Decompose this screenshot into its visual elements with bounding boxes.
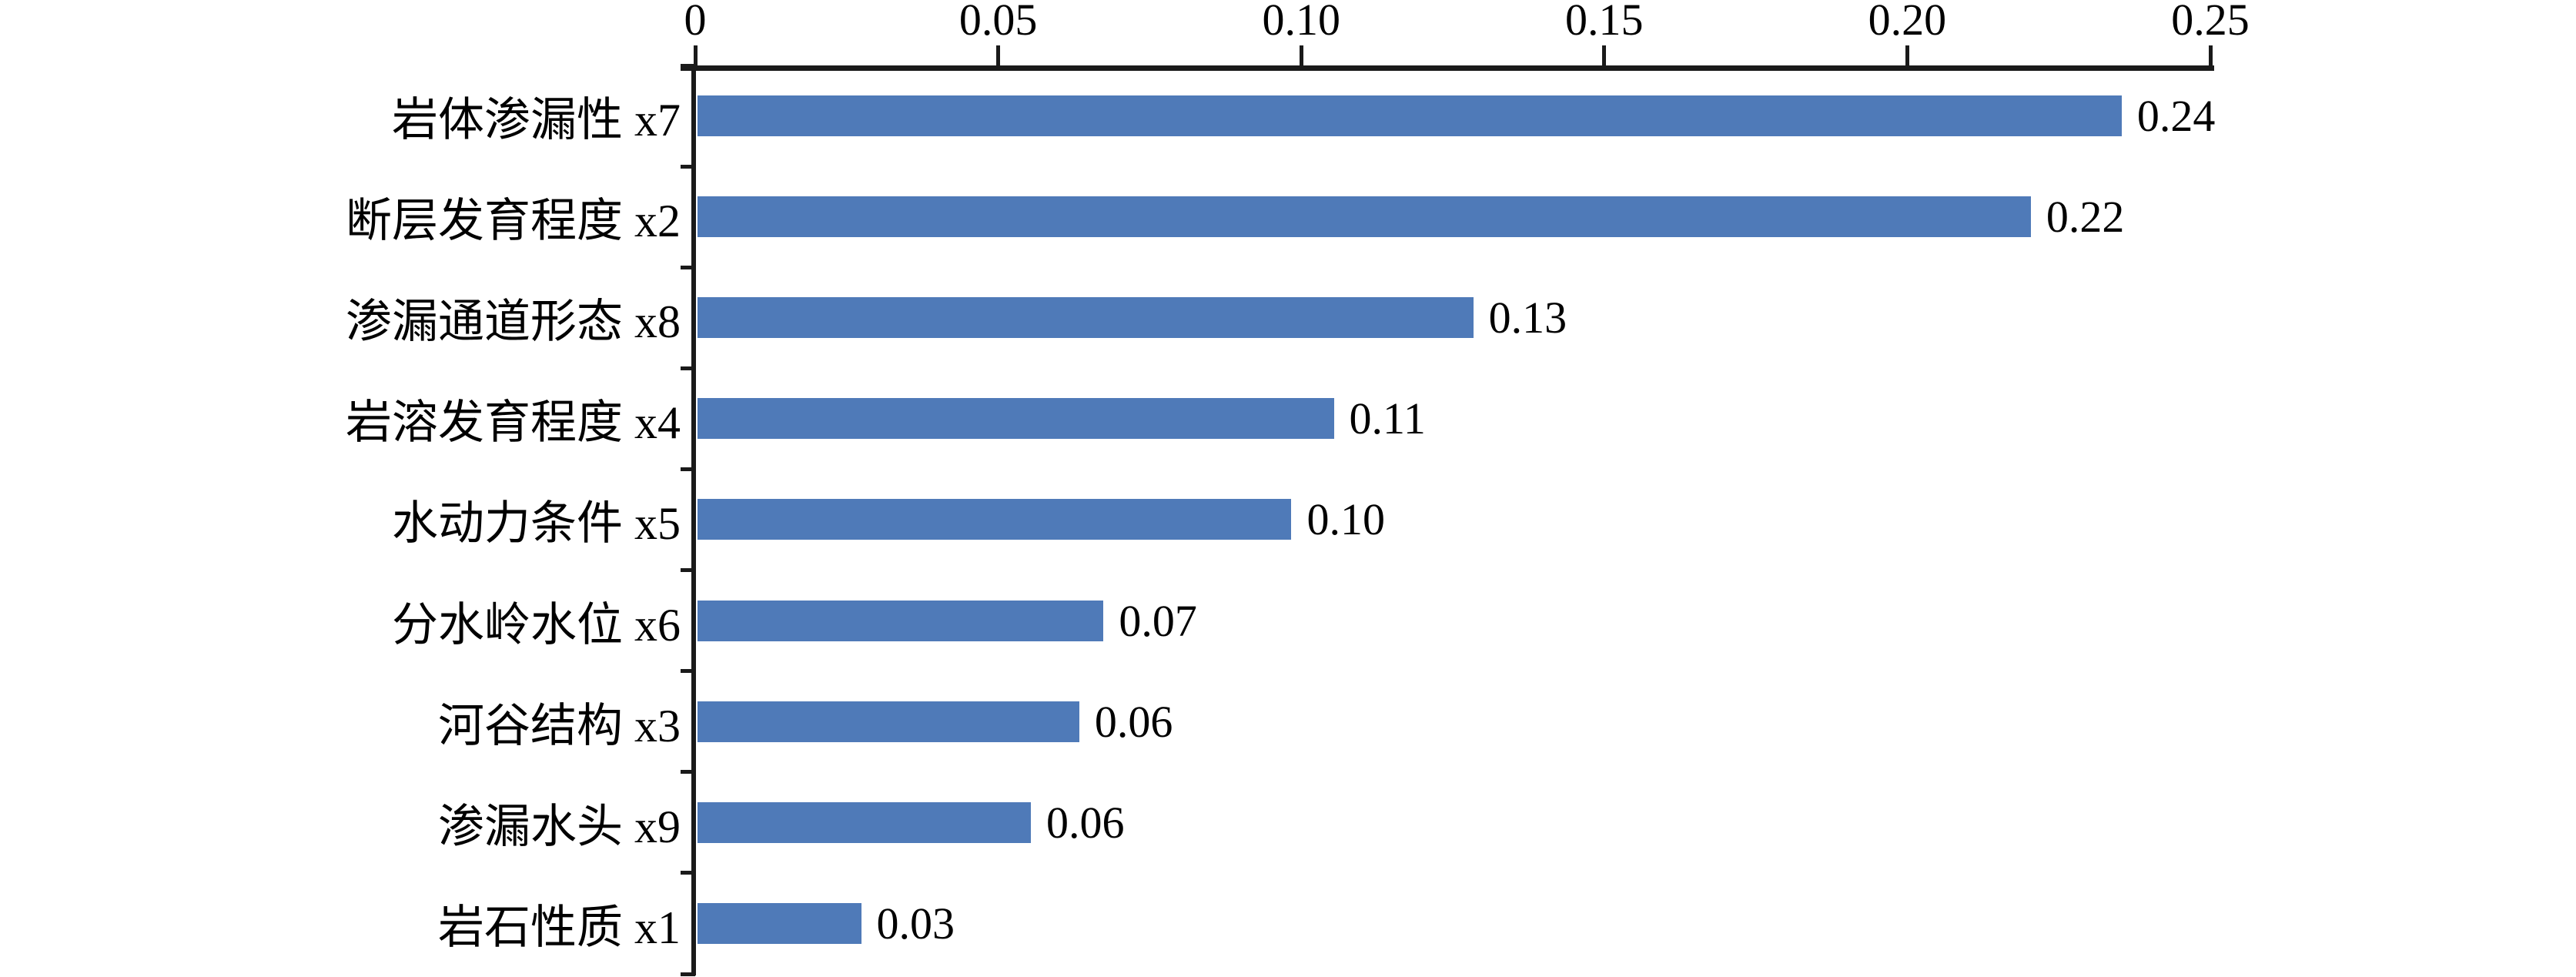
bar-row: 断层发育程度 x2 0.22: [0, 166, 2576, 267]
x-tick: [693, 45, 698, 65]
y-tick: [681, 366, 695, 370]
bar-row: 河谷结构 x3 0.06: [0, 671, 2576, 772]
x-tick: [996, 45, 1001, 65]
bar: [698, 801, 1031, 843]
bar: [698, 600, 1104, 641]
x-tick-label: 0.15: [1565, 0, 1644, 45]
value-label: 0.06: [1045, 797, 1125, 848]
bar: [698, 297, 1474, 339]
x-tick-label: 0.25: [2171, 0, 2250, 45]
bar: [698, 701, 1079, 742]
value-label: 0.07: [1119, 595, 1197, 646]
category-label: 渗漏通道形态 x8: [346, 296, 681, 348]
bar: [698, 499, 1292, 540]
x-tick-label: 0.10: [1262, 0, 1340, 45]
bar-row: 渗漏水头 x9 0.06: [0, 772, 2576, 873]
x-tick: [2208, 45, 2213, 65]
y-tick: [681, 467, 695, 471]
bar-row: 水动力条件 x5 0.10: [0, 469, 2576, 570]
bar-row: 渗漏通道形态 x8 0.13: [0, 267, 2576, 368]
y-tick: [681, 568, 695, 573]
y-tick: [681, 669, 695, 674]
category-label: 河谷结构 x3: [438, 700, 681, 751]
value-label: 0.11: [1349, 393, 1426, 444]
y-tick: [681, 871, 695, 875]
category-label: 岩溶发育程度 x4: [346, 397, 681, 449]
x-tick-label: 0.20: [1868, 0, 1947, 45]
category-label: 分水岭水位 x6: [392, 599, 681, 651]
value-label: 0.03: [876, 898, 955, 949]
category-label: 岩石性质 x1: [438, 902, 681, 953]
x-tick: [1905, 45, 1909, 65]
bar-row: 岩溶发育程度 x4 0.11: [0, 368, 2576, 469]
bar: [698, 902, 861, 944]
bar: [698, 398, 1334, 440]
y-tick: [681, 265, 695, 269]
bar: [698, 196, 2031, 238]
bar: [698, 95, 2122, 137]
category-label: 断层发育程度 x2: [346, 196, 681, 247]
value-label: 0.24: [2136, 91, 2216, 142]
y-tick: [681, 770, 695, 775]
y-tick: [681, 972, 695, 976]
bar-row: 岩体渗漏性 x7 0.24: [0, 65, 2576, 166]
x-tick: [1602, 45, 1607, 65]
x-tick-label: 0: [684, 0, 707, 45]
category-label: 岩体渗漏性 x7: [392, 95, 681, 146]
bar-row: 岩石性质 x1 0.03: [0, 873, 2576, 974]
value-label: 0.06: [1094, 696, 1173, 747]
x-axis-line: [681, 65, 2214, 71]
value-label: 0.10: [1306, 494, 1385, 545]
x-tick: [1299, 45, 1303, 65]
y-tick: [681, 164, 695, 169]
y-tick: [681, 63, 695, 68]
value-label: 0.22: [2046, 192, 2125, 243]
y-axis-line: [691, 65, 696, 975]
x-tick-label: 0.05: [958, 0, 1038, 45]
value-label: 0.13: [1488, 293, 1567, 343]
category-label: 水动力条件 x5: [392, 498, 681, 550]
category-label: 渗漏水头 x9: [438, 801, 681, 852]
bar-row: 分水岭水位 x6 0.07: [0, 570, 2576, 671]
